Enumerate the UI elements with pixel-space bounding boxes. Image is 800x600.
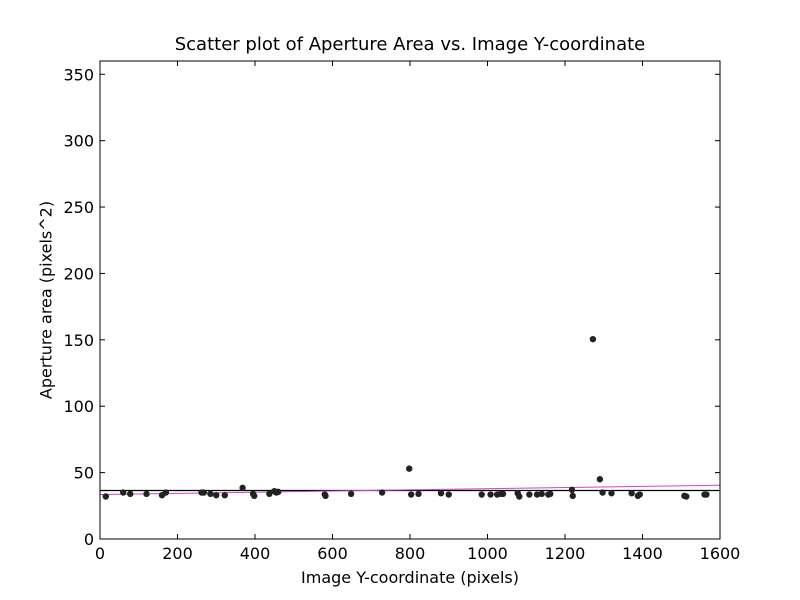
scatter-point	[251, 492, 258, 500]
x-axis-label: Image Y-coordinate (pixels)	[301, 568, 519, 587]
scatter-point	[538, 490, 545, 498]
scatter-point	[516, 493, 523, 500]
scatter-point	[599, 489, 606, 496]
scatter-point	[143, 490, 150, 498]
scatter-point	[406, 465, 413, 472]
scatter-point	[636, 491, 643, 498]
scatter-point	[407, 491, 415, 498]
scatter-point	[200, 489, 208, 496]
scatter-point	[608, 489, 615, 497]
scatter-point	[221, 491, 228, 499]
x-tick-label: 1000	[467, 544, 508, 563]
scatter-point	[683, 493, 690, 500]
scatter-point	[547, 490, 554, 498]
scatter-point	[478, 491, 485, 498]
x-tick-label: 400	[240, 544, 271, 563]
scatter-point	[275, 488, 282, 496]
scatter-point	[347, 490, 355, 498]
scatter-point	[102, 493, 110, 500]
scatter-point	[628, 489, 635, 497]
x-tick-label: 1400	[622, 544, 663, 563]
scatter-point	[378, 489, 386, 496]
scatter-point	[207, 490, 214, 498]
y-tick-label: 0	[84, 530, 94, 549]
y-tick-label: 50	[74, 464, 94, 483]
y-tick-label: 350	[63, 65, 94, 84]
y-tick-label: 150	[63, 331, 94, 350]
scatter-point	[266, 490, 273, 498]
x-tick-label: 1600	[700, 544, 741, 563]
x-tick-label: 200	[162, 544, 193, 563]
scatter-point	[322, 492, 329, 500]
scatter-point	[239, 484, 246, 492]
scatter-point	[569, 492, 576, 500]
scatter-point	[120, 489, 127, 496]
scatter-point	[445, 491, 452, 498]
scatter-point	[596, 476, 604, 483]
x-tick-label: 1200	[545, 544, 586, 563]
y-tick-label: 300	[63, 132, 94, 151]
scatter-point	[568, 486, 576, 494]
y-tick-label: 250	[63, 198, 94, 217]
chart-title: Scatter plot of Aperture Area vs. Image …	[174, 34, 646, 55]
scatter-point	[127, 490, 134, 498]
x-tick-label: 0	[95, 544, 105, 563]
y-axis-label: Aperture area (pixels^2)	[36, 200, 56, 400]
y-tick-label: 200	[63, 264, 94, 283]
scatter-point	[703, 491, 710, 498]
scatter-point	[487, 491, 494, 498]
scatter-point	[437, 489, 445, 497]
scatter-point	[162, 489, 170, 496]
scatter-point	[415, 490, 422, 498]
scatter-point	[213, 491, 220, 499]
x-tick-label: 600	[317, 544, 348, 563]
scatter-point	[526, 491, 533, 498]
scatter-point	[499, 490, 507, 498]
scatter-point	[589, 335, 597, 343]
y-tick-label: 100	[63, 397, 94, 416]
x-tick-label: 800	[395, 544, 426, 563]
